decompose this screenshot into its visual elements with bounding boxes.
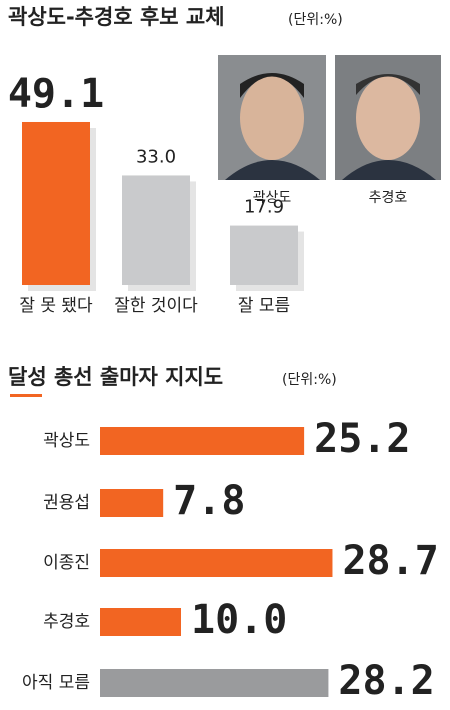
category-label: 추경호: [43, 612, 90, 632]
value-label: 28.7: [342, 538, 438, 584]
value-label: 25.2: [314, 416, 410, 462]
unit-label: (단위:%): [288, 12, 343, 28]
value-label: 7.8: [173, 478, 245, 524]
unit-label: (단위:%): [282, 372, 337, 388]
photo: [218, 55, 326, 180]
bar: [100, 427, 305, 455]
category-label: 잘 모름: [238, 296, 290, 316]
value-label: 33.0: [136, 146, 176, 167]
category-label: 잘한 것이다: [114, 296, 198, 316]
photo-caption: 추경호: [369, 190, 408, 206]
category-label: 잘 못 됐다: [19, 296, 93, 316]
value-label: 49.1: [8, 71, 104, 117]
category-label: 곽상도: [43, 431, 90, 451]
bar: [100, 549, 333, 577]
bar: [100, 608, 181, 636]
bar: [100, 489, 164, 517]
category-label: 권용섭: [43, 493, 90, 513]
value-label: 17.9: [244, 197, 284, 218]
title-underline: [10, 394, 42, 397]
bar: [230, 225, 298, 285]
bar: [100, 669, 329, 697]
value-label: 28.2: [338, 658, 434, 704]
bar: [122, 175, 190, 285]
chart-title: 곽상도-추경호 후보 교체: [8, 5, 225, 29]
category-label: 이종진: [43, 553, 90, 573]
category-label: 아직 모름: [22, 673, 90, 693]
value-label: 10.0: [191, 597, 287, 643]
bar: [22, 121, 90, 285]
photo-caption: 곽상도: [253, 190, 292, 206]
photo: [335, 55, 441, 180]
chart-title: 달성 총선 출마자 지지도: [8, 365, 223, 389]
